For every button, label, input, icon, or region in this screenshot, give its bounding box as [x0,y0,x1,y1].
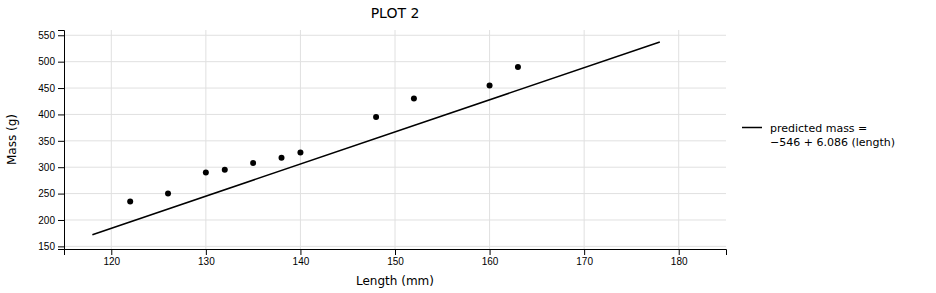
point [411,96,417,102]
tick: 400 [38,109,64,120]
legend-swatch [742,127,762,129]
legend: predicted mass =−546 + 6.086 (length) [742,122,895,149]
grid [64,30,726,249]
point [297,149,303,155]
tick-label: 180 [671,256,688,267]
point [487,82,493,88]
tick: 150 [387,249,404,267]
point [222,167,228,173]
tick-label: 400 [38,109,55,120]
tick: 180 [671,249,688,267]
plot: 120 130 140 150 160 170 180 150 200 250 300 350 400 4… [38,30,726,267]
y-axis: 150 200 250 300 350 400 450 500 550 [38,30,64,252]
tick: 350 [38,136,64,147]
tick-label: 130 [198,256,215,267]
tick-mark [58,220,64,221]
grid-line [64,61,726,62]
point [250,160,256,166]
grid-line [64,35,726,36]
legend-label-line: predicted mass = [770,122,867,135]
x-axis: 120 130 140 150 160 170 180 [65,249,727,267]
axis-line [58,31,65,250]
tick-label: 160 [482,256,499,267]
grid-line [64,167,726,168]
tick-label: 500 [38,56,55,67]
tick-label: 200 [38,215,55,226]
tick-label: 170 [576,256,593,267]
tick-label: 140 [293,256,310,267]
tick-mark [58,62,64,63]
grid-line [300,30,301,249]
tick-label: 150 [387,256,404,267]
tick: 170 [576,249,593,267]
tick: 500 [38,56,64,67]
grid-line [64,114,726,115]
tick-label: 450 [38,83,55,94]
tick-mark [58,167,64,168]
tick: 120 [103,249,120,267]
legend-label-line: −546 + 6.086 (length) [770,136,895,149]
grid-line [64,140,726,141]
marks [92,42,659,235]
tick-mark [58,141,64,142]
tick-mark [584,249,585,255]
tick-mark [58,246,64,247]
tick: 250 [38,188,64,199]
point [203,169,209,175]
grid-line [584,30,585,249]
tick-mark [490,249,491,255]
grid-line [678,30,679,249]
tick-mark [395,249,396,255]
tick-mark [58,114,64,115]
tick: 450 [38,83,64,94]
x-axis-title: Length (mm) [356,274,434,288]
point [373,114,379,120]
tick: 140 [293,249,310,267]
tick-label: 120 [103,256,120,267]
axis-line [65,250,727,256]
point [515,64,521,70]
grid-line [64,246,726,247]
chart: 120 130 140 150 160 170 180 150 200 250 300 350 400 4… [0,0,936,293]
grid-line [111,30,112,249]
tick: 550 [38,30,64,41]
grid-line [64,219,726,220]
tick-label: 300 [38,162,55,173]
tick: 150 [38,241,64,252]
tick-mark [206,249,207,255]
line [92,42,659,235]
tick-mark [111,249,112,255]
tick: 130 [198,249,215,267]
tick-label: 150 [38,241,55,252]
tick: 300 [38,162,64,173]
grid-line [489,30,490,249]
y-axis-title: Mass (g) [5,114,19,165]
tick-label: 550 [38,30,55,41]
tick-mark [58,194,64,195]
grid-line [395,30,396,249]
tick: 160 [482,249,499,267]
tick-mark [679,249,680,255]
tick-mark [58,88,64,89]
legend-label: predicted mass =−546 + 6.086 (length) [770,122,895,149]
grid-line [64,88,726,89]
title: PLOT 2 [371,5,420,21]
grid-line [64,193,726,194]
tick-label: 350 [38,136,55,147]
point [279,155,285,161]
point [127,199,133,205]
tick-label: 250 [38,188,55,199]
tick-mark [300,249,301,255]
grid-line [205,30,206,249]
tick-mark [58,35,64,36]
tick: 200 [38,215,64,226]
point [165,191,171,197]
